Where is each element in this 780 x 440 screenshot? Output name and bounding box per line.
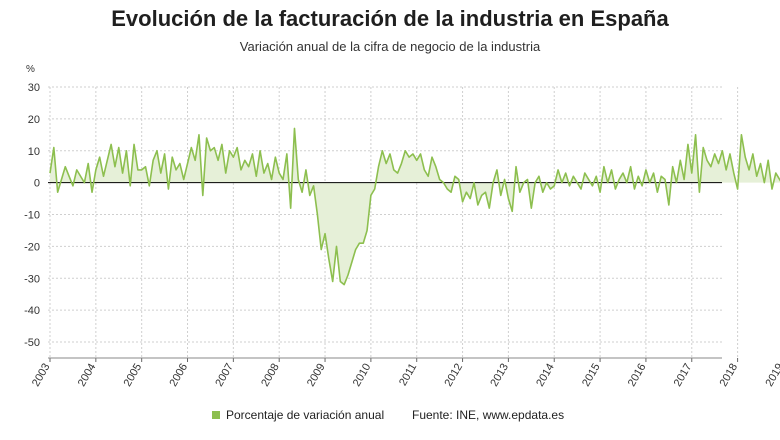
x-tick-label: 2007 xyxy=(213,362,236,389)
y-tick-label: 30 xyxy=(28,82,40,94)
x-tick-label: 2019 xyxy=(763,362,780,389)
x-tick-label: 2015 xyxy=(580,362,603,389)
x-tick-label: 2008 xyxy=(259,362,282,389)
y-tick-label: 20 xyxy=(28,114,40,126)
x-tick-label: 2016 xyxy=(626,362,649,389)
grid-lines xyxy=(48,86,739,358)
x-axis: 2003 2004 2005 2006 2007 2008 2009 2010 2011 2012… xyxy=(30,357,780,389)
x-tick-label: 2003 xyxy=(30,362,53,389)
y-tick-label: -50 xyxy=(24,337,40,349)
x-tick-label: 2010 xyxy=(351,362,374,389)
x-tick-label: 2017 xyxy=(672,362,695,389)
series-layer xyxy=(48,127,780,286)
x-tick-label: 2011 xyxy=(397,362,419,388)
x-tick-label: 2012 xyxy=(443,362,466,389)
legend-label: Porcentaje de variación anual xyxy=(226,408,385,422)
y-tick-label: 10 xyxy=(28,146,40,158)
y-tick-label: 0 xyxy=(34,178,40,190)
x-tick-label: 2009 xyxy=(305,362,328,389)
series-line xyxy=(49,127,780,286)
y-axis: % 30 20 10 0 -10 -20 -30 -40 -50 xyxy=(24,64,40,349)
y-tick-label: -10 xyxy=(24,210,40,222)
y-tick-label: -40 xyxy=(24,305,40,317)
x-tick-label: 2004 xyxy=(76,362,99,389)
y-tick-label: -30 xyxy=(24,273,40,285)
x-tick-label: 2018 xyxy=(718,362,741,389)
source-note: Fuente: INE, www.epdata.es xyxy=(412,408,565,422)
chart-subtitle: Variación anual de la cifra de negocio d… xyxy=(239,39,541,54)
x-tick-label: 2014 xyxy=(534,362,557,389)
x-tick-label: 2013 xyxy=(488,362,511,389)
y-axis-unit: % xyxy=(26,64,35,75)
x-tick-label: 2006 xyxy=(167,362,190,389)
series-area xyxy=(50,128,780,285)
legend: Porcentaje de variación anual xyxy=(212,408,384,422)
y-tick-label: -20 xyxy=(24,241,40,253)
x-tick-label: 2005 xyxy=(122,362,145,389)
chart-title: Evolución de la facturación de la indust… xyxy=(111,6,669,31)
legend-swatch xyxy=(212,411,220,419)
